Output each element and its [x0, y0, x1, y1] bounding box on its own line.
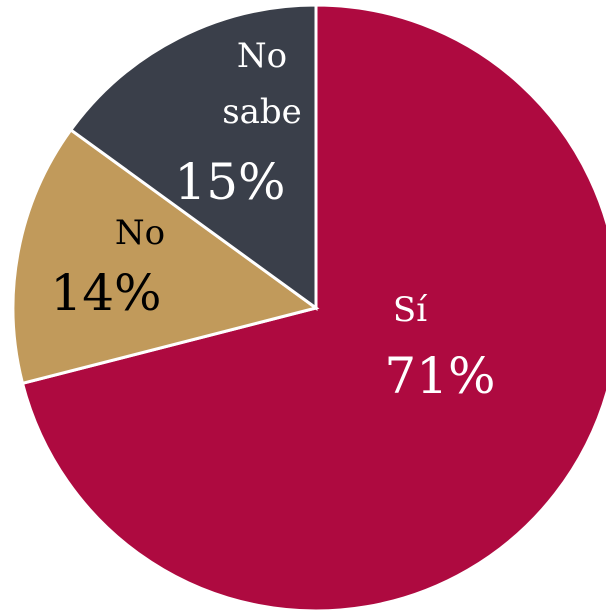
slice-value-label: 15%	[174, 153, 285, 211]
pie-slice	[68, 3, 318, 311]
label-line: No	[237, 36, 287, 76]
slice-value-label: 71%	[384, 347, 495, 405]
slice-value-label: 14%	[50, 264, 161, 322]
label-line: sabe	[222, 92, 302, 132]
label-line: Sí	[393, 290, 428, 330]
label-line: No	[115, 213, 165, 253]
slice-label: No	[115, 213, 165, 253]
slice-label: Sí	[393, 290, 428, 330]
pie-slice	[11, 127, 320, 386]
pie-slice	[20, 3, 606, 611]
slice-label: No sabe	[222, 36, 302, 132]
